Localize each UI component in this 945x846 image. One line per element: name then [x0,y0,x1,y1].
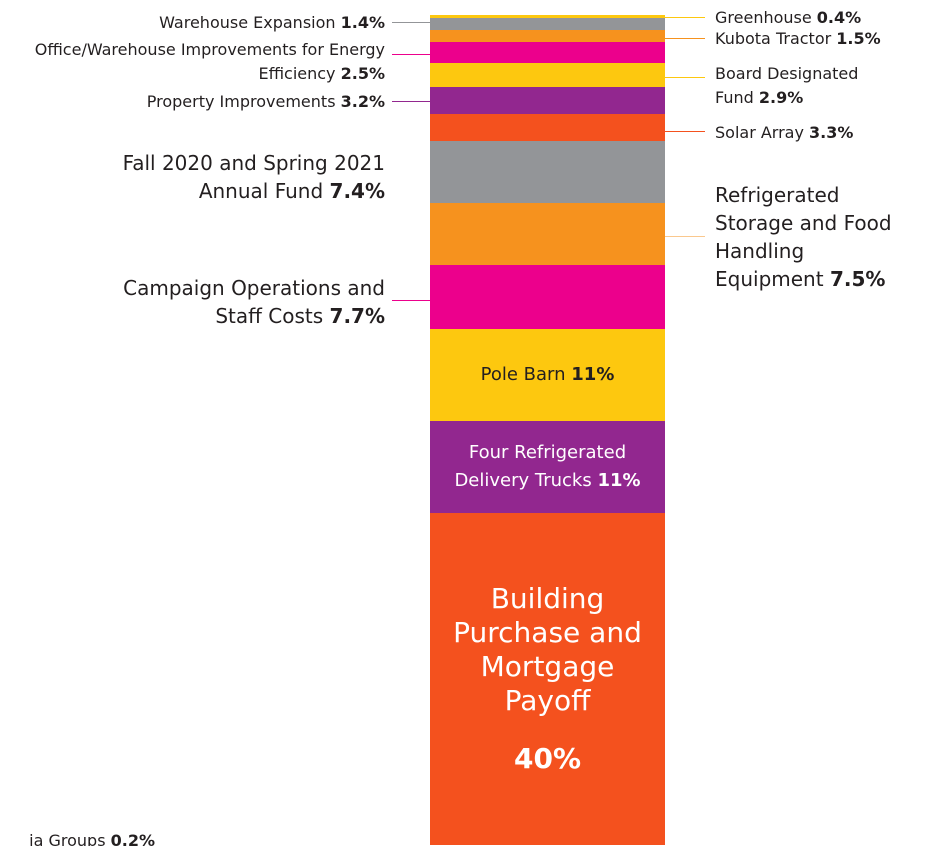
segment-name: Office/Warehouse Improvements for Energy… [34,40,385,83]
bar-segment [430,63,665,88]
segment-label: Greenhouse 0.4% [715,6,861,30]
segment-label: Property Improvements 3.2% [147,90,385,114]
segment-value: 3.2% [340,92,385,111]
segment-name: Pole Barn [480,364,566,386]
segment-value: 1.5% [836,29,881,48]
segment-value: 1.4% [340,13,385,32]
leader-line [665,131,705,132]
bar-segment [430,329,665,421]
segment-name: Fall 2020 and Spring 2021 Annual Fund [122,151,385,203]
segment-value: 2.9% [758,88,804,107]
segment-label: Solar Array 3.3% [715,121,853,145]
bar-segment [430,18,665,30]
bar-segment [430,114,665,142]
segment-label-text: Pole Barn 11% [430,361,665,389]
segment-name: Four Refrigerated Delivery Trucks [454,441,627,491]
segment-label-text: Four Refrigerated Delivery Trucks 11% [438,439,658,495]
segment-label: Four Refrigerated Delivery Trucks 11% [430,421,665,513]
bar-segment [430,29,665,43]
leader-line [665,77,705,78]
leader-line [392,300,430,301]
segment-name: Kubota Tractor [715,29,832,48]
leader-line [392,22,430,23]
segment-value: 40% [513,741,582,775]
segment-name: Building Purchase and Mortgage Payoff [453,581,642,717]
segment-label: Kubota Tractor 1.5% [715,27,881,51]
segment-value: 7.4% [329,179,385,203]
segment-name: Warehouse Expansion [159,13,336,32]
segment-label: Pole Barn 11% [430,329,665,421]
segment-value: 7.5% [829,267,886,291]
segment-label: Refrigerated Storage and Food Handling E… [715,181,897,293]
segment-name: Campaign Operations and Staff Costs [123,276,385,328]
bar-segment [430,141,665,204]
segment-label: Building Purchase and Mortgage Payoff 40% [430,513,665,846]
segment-value: 3.3% [809,123,854,142]
segment-label: ia Groups 0.2% [29,829,155,846]
segment-label: Board Designated Fund 2.9% [715,62,900,110]
segment-label: Fall 2020 and Spring 2021 Annual Fund 7.… [90,149,385,205]
segment-value: 7.7% [329,304,385,328]
segment-label: Campaign Operations and Staff Costs 7.7% [90,274,385,330]
bar-segment [430,87,665,114]
segment-value: 2.5% [340,64,385,83]
segment-name: Greenhouse [715,8,812,27]
segment-name: Solar Array [715,123,804,142]
segment-value: 0.4% [816,8,862,27]
leader-line [665,38,705,39]
bar-segment [430,203,665,266]
segment-value: 0.2% [110,831,155,846]
segment-label: Office/Warehouse Improvements for Energy… [25,38,385,86]
segment-label-text: Building Purchase and Mortgage Payoff 40% [453,582,643,776]
segment-name: Property Improvements [146,92,336,111]
bar-segment [430,42,665,64]
bar-segment [430,421,665,513]
segment-name: Refrigerated Storage and Food Handling E… [715,183,892,291]
leader-line [665,236,705,237]
leader-line [392,54,430,55]
leader-line [392,101,430,102]
segment-name: ia Groups [29,831,106,846]
segment-value: 11% [597,469,641,491]
bar-segment [430,15,665,19]
segment-label: Warehouse Expansion 1.4% [159,11,385,35]
segment-name: Board Designated Fund [715,64,859,107]
bar-segment [430,265,665,330]
bar-segment [430,512,665,846]
leader-line [665,17,705,18]
segment-value: 11% [571,364,615,386]
